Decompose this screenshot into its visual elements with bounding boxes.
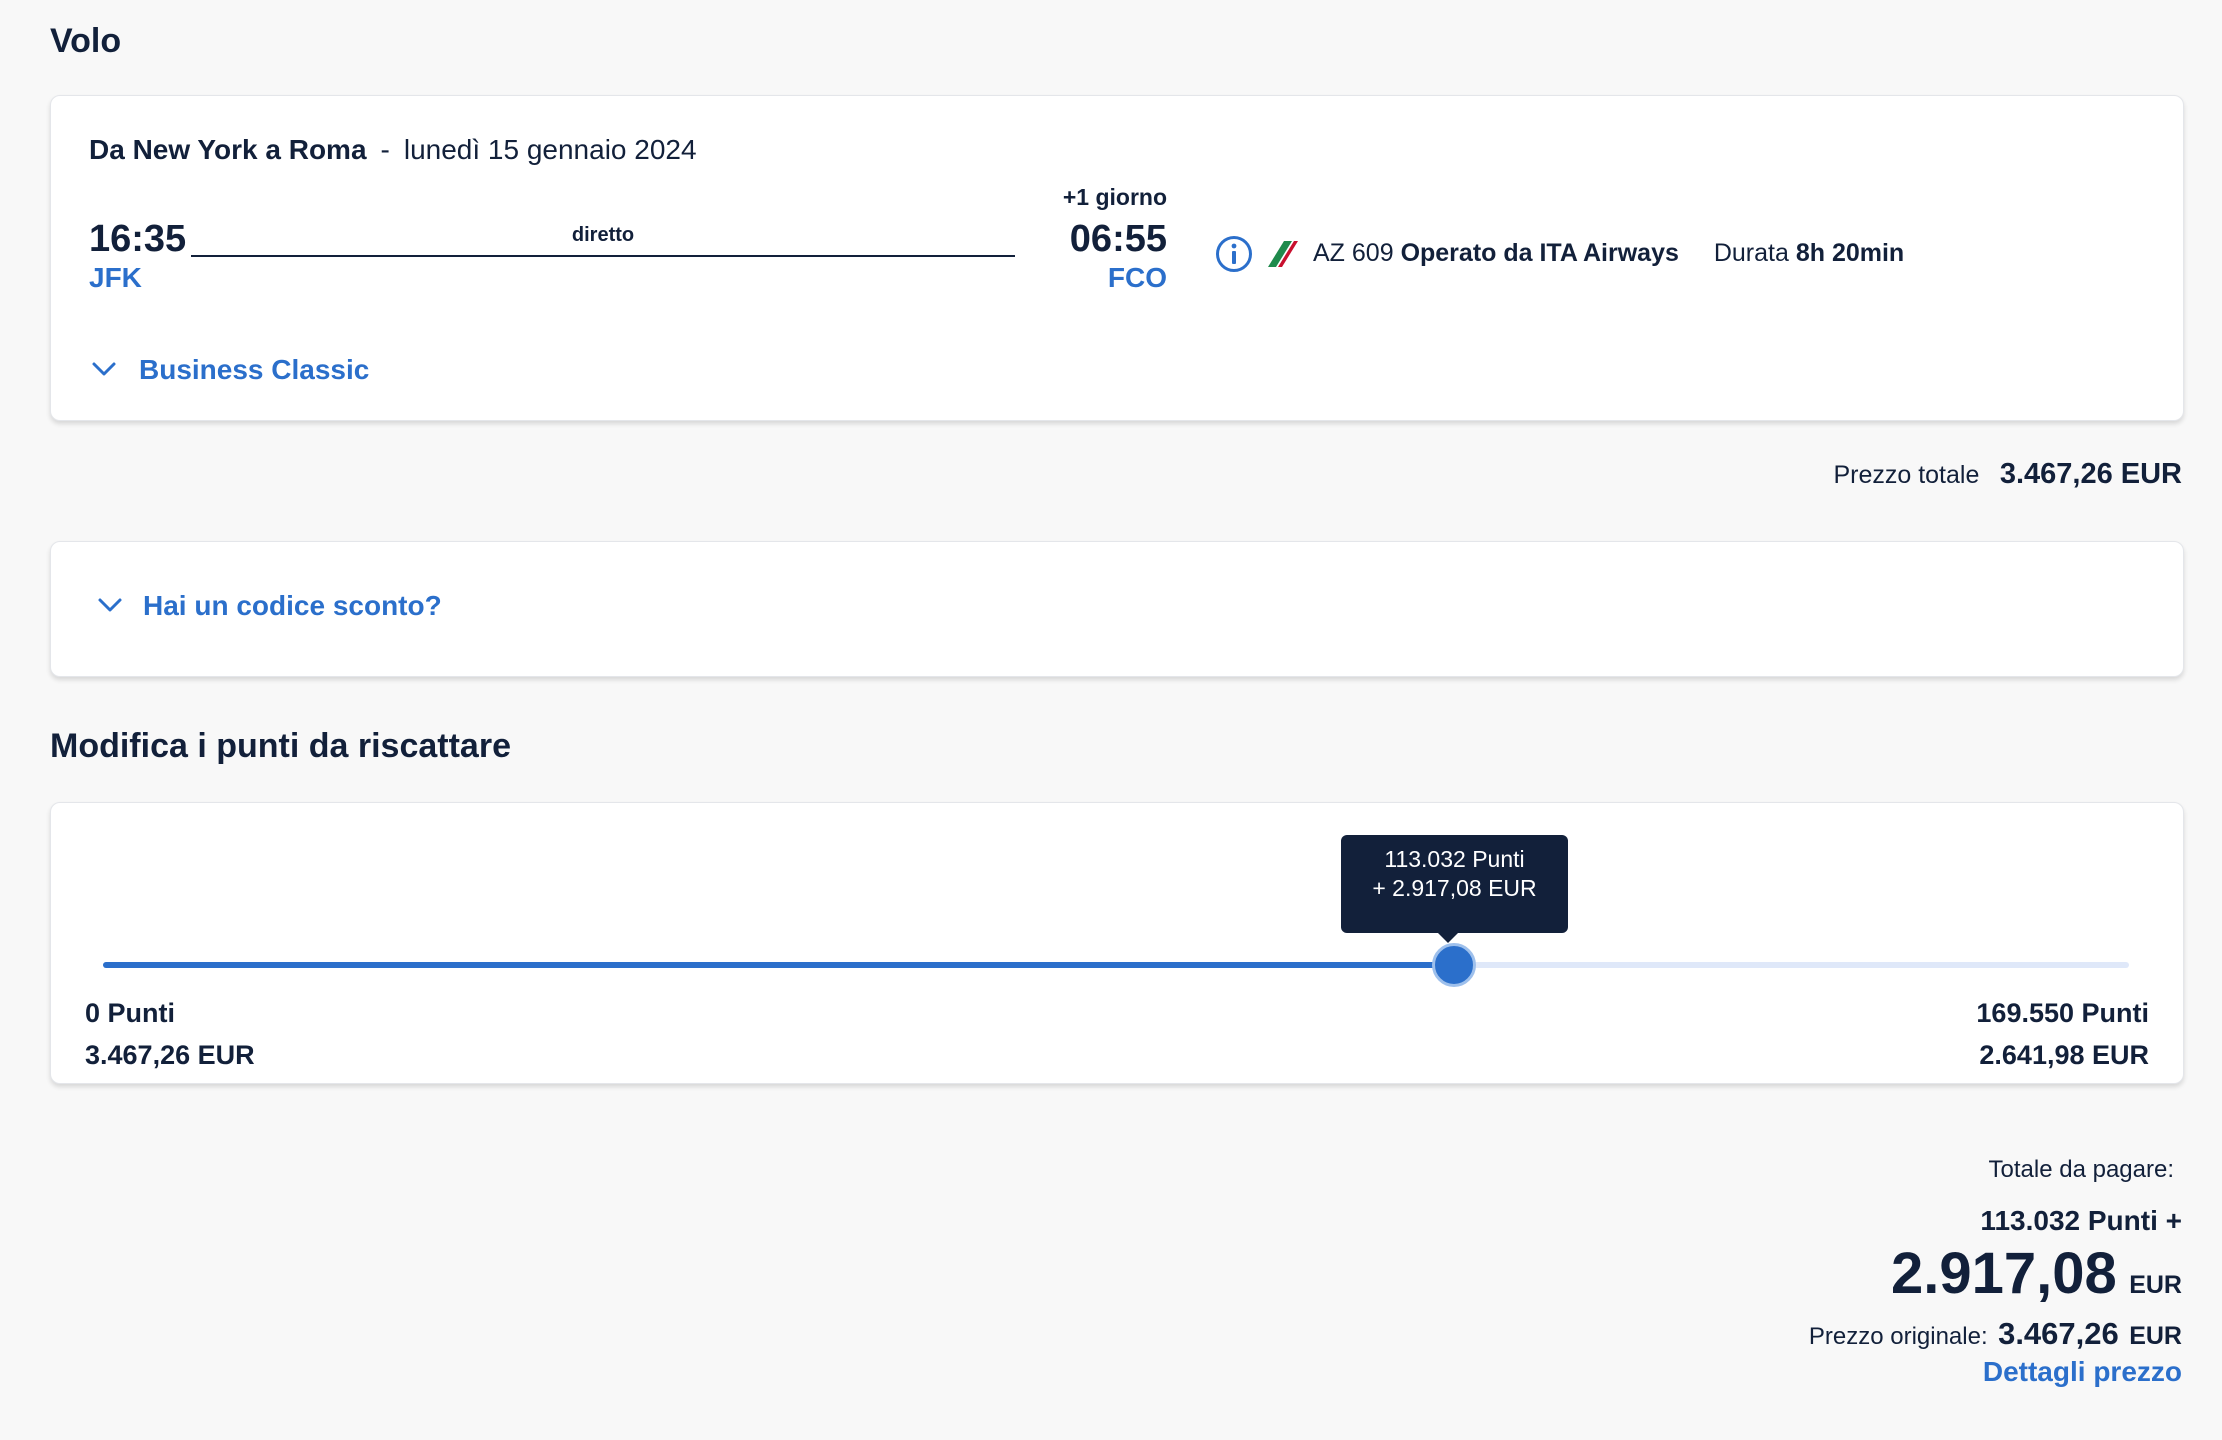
total-price-label: Prezzo totale [1833,461,1980,489]
duration-value: 8h 20min [1795,239,1905,267]
flight-section-title: Volo [50,22,122,60]
flight-number: AZ 609 [1313,239,1394,267]
discount-card: Hai un codice sconto? [50,541,2184,677]
original-price-row: Prezzo originale: 3.467,26 EUR [1809,1316,2182,1352]
slider-min-cash: 3.467,26 EUR [85,1040,255,1070]
day-offset: +1 giorno [1062,184,1167,210]
operator-text: Operato da ITA Airways [1400,239,1679,267]
slider-min-points: 0 Punti [85,998,176,1028]
original-price-amount: 3.467,26 [1998,1316,2119,1351]
amount-currency: EUR [2129,1271,2182,1299]
amount-to-pay-row: 2.917,08 EUR [1891,1240,2182,1307]
airline-logo-icon [1266,239,1300,269]
flight-line [191,255,1015,257]
discount-code-label: Hai un codice sconto? [143,590,442,621]
arrival-time: 06:55 [1069,218,1167,260]
stop-label: diretto [571,224,635,246]
departure-airport-code: JFK [89,262,142,293]
slider-max-points: 169.550 Punti [1976,998,2149,1028]
points-to-pay: 113.032 Punti + [1980,1205,2182,1236]
original-price-currency: EUR [2129,1322,2182,1350]
price-details-link[interactable]: Dettagli prezzo [1982,1356,2182,1387]
arrival-airport-code: FCO [1107,262,1167,293]
slider-max-cash: 2.641,98 EUR [1979,1040,2149,1070]
original-price-label: Prezzo originale: [1808,1323,1988,1350]
points-section-title: Modifica i punti da riscattare [50,727,511,765]
flight-route-line: Da New York a Roma - lunedì 15 gennaio 202… [89,134,697,166]
discount-code-toggle[interactable]: Hai un codice sconto? [95,586,442,626]
duration-label: Durata [1713,239,1789,267]
flight-date: lunedì 15 gennaio 2024 [403,134,697,165]
chevron-down-icon [95,591,125,621]
amount-to-pay: 2.917,08 [1890,1241,2117,1306]
points-slider-card: 113.032 Punti + 2.917,08 EUR 0 Punti 3.4… [50,802,2184,1084]
total-price-row: Prezzo totale 3.467,26 EUR [1833,458,2182,491]
flight-info: AZ 609 Operato da ITA Airways Durata 8h … [1313,239,1904,268]
flight-card: Da New York a Roma - lunedì 15 gennaio 202… [50,95,2184,421]
route-label: Da New York a Roma [89,134,367,165]
cabin-class-label: Business Classic [139,354,370,385]
departure-time: 16:35 [89,218,187,260]
slider-thumb[interactable] [1432,943,1477,987]
info-icon[interactable] [1215,235,1253,273]
total-price-value: 3.467,26 EUR [1999,458,2182,490]
tooltip-points: 113.032 Punti [1384,846,1525,872]
chevron-down-icon [89,355,119,385]
cabin-class-toggle[interactable]: Business Classic [89,350,369,390]
slider-tooltip: 113.032 Punti + 2.917,08 EUR [1341,835,1568,943]
route-separator: - [380,134,390,165]
slider-track[interactable] [103,943,2129,987]
tooltip-cash: + 2.917,08 EUR [1372,875,1537,901]
total-to-pay-label: Totale da pagare: [1988,1156,2174,1183]
slider-fill [103,962,1455,968]
